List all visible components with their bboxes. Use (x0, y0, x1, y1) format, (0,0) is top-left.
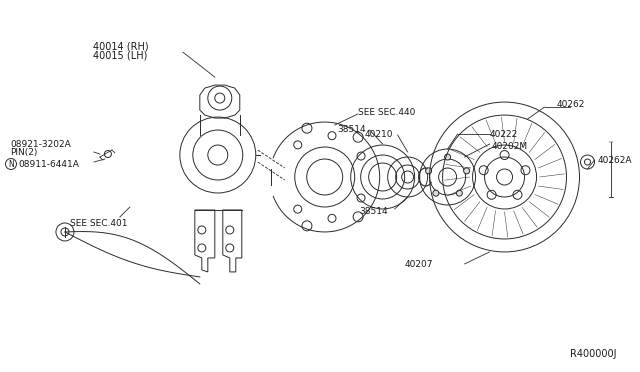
Text: SEE SEC.440: SEE SEC.440 (358, 108, 415, 116)
Text: 38514: 38514 (360, 208, 388, 217)
Text: 40015 (LH): 40015 (LH) (93, 50, 147, 60)
Text: 40210: 40210 (365, 129, 393, 138)
Circle shape (463, 168, 470, 174)
Circle shape (433, 190, 439, 196)
Circle shape (456, 190, 462, 196)
Text: 40262: 40262 (557, 100, 585, 109)
Text: 08921-3202A: 08921-3202A (10, 140, 71, 148)
Text: 40202M: 40202M (492, 141, 528, 151)
Text: 40222: 40222 (490, 129, 518, 138)
Text: 38514: 38514 (338, 125, 366, 134)
Text: N: N (8, 160, 14, 169)
Text: R400000J: R400000J (570, 349, 616, 359)
Circle shape (426, 168, 431, 174)
Text: 40207: 40207 (404, 260, 433, 269)
Text: PIN(2): PIN(2) (10, 148, 37, 157)
Circle shape (445, 154, 451, 160)
Text: 40014 (RH): 40014 (RH) (93, 41, 148, 51)
Text: 40262A: 40262A (598, 155, 632, 164)
Text: SEE SEC.401: SEE SEC.401 (70, 219, 127, 228)
Text: 08911-6441A: 08911-6441A (18, 160, 79, 169)
